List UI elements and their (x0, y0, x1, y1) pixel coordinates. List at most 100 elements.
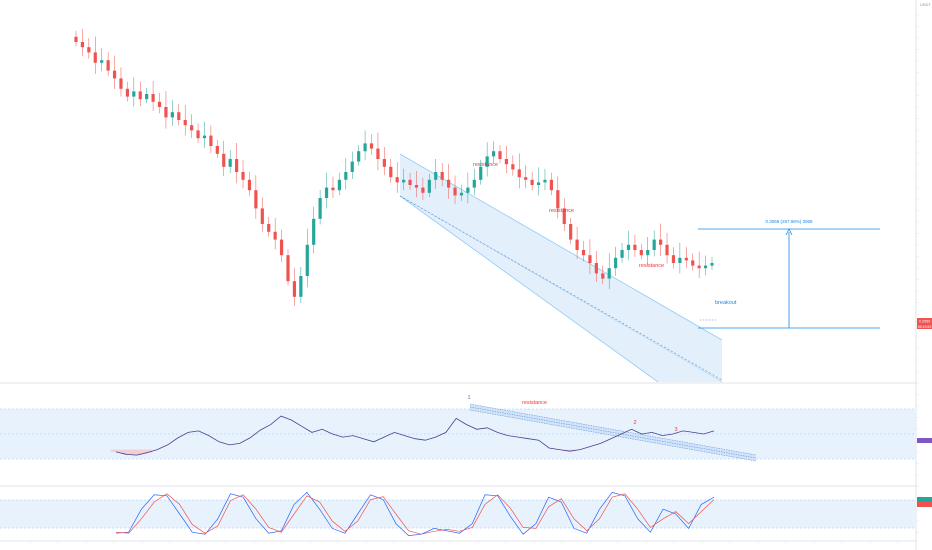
channel-lower-extension (400, 196, 722, 382)
candle-body (138, 91, 142, 100)
channel-mid-line (399, 195, 723, 381)
candle-body (119, 78, 123, 89)
candle-body (389, 166, 393, 178)
candle-body (331, 187, 335, 191)
candle-body (183, 120, 187, 126)
rsi-value-tag (917, 438, 932, 443)
channel-fill (400, 154, 722, 382)
candle-body (549, 179, 553, 191)
resistance-label-3: resistance (639, 263, 664, 269)
candle-body (447, 179, 451, 188)
candle-body (125, 88, 129, 97)
stoch-d-tag (917, 502, 932, 507)
candle-body (286, 255, 290, 282)
candle-body (601, 273, 605, 279)
candle-body (292, 281, 297, 297)
candle-body (324, 187, 329, 198)
rsi-oversold-segment (131, 449, 142, 456)
candle-body (267, 224, 271, 232)
measure-arrow-head (785, 228, 793, 236)
candle-body (190, 125, 194, 131)
candle-body (569, 224, 573, 240)
candle-body (620, 250, 624, 258)
rsi-oversold-segment (564, 449, 575, 452)
rsi-line (115, 415, 715, 456)
rsi-resistance-mid (469, 406, 757, 459)
candlestick-series (74, 29, 714, 306)
candle-body (337, 179, 341, 191)
rsi-touch-3: 3 (674, 427, 677, 433)
countdown-tag (917, 324, 932, 329)
stoch-k-tag (917, 497, 932, 502)
candle-body (151, 94, 155, 102)
candle-body (626, 244, 631, 250)
rsi-oversold-fill (110, 449, 575, 456)
candle-body (145, 94, 149, 100)
candle-body (112, 70, 117, 79)
candle-body (556, 190, 560, 209)
candle-body (485, 156, 489, 167)
candle-body (710, 263, 714, 266)
candle-body (536, 182, 541, 185)
candle-body (466, 187, 470, 193)
last-price-tag (917, 318, 932, 324)
candle-body (170, 112, 174, 118)
candle-body (395, 177, 399, 183)
candle-body (421, 187, 425, 193)
candle-body (369, 143, 374, 149)
candle-body (575, 239, 579, 250)
stoch-d-line (115, 493, 715, 535)
candle-body (132, 91, 136, 97)
candle-body (678, 257, 682, 263)
candle-body (363, 143, 367, 152)
candle-body (517, 169, 521, 178)
resistance-label-2: resistance (549, 208, 574, 214)
channel-bottom-line (399, 195, 659, 383)
candle-body (273, 231, 277, 240)
price-axis-ticks (916, 14, 919, 533)
measure-label: 0.3068 (287.98%) 3068 (765, 219, 813, 224)
candle-body (100, 60, 104, 63)
candle-body (402, 179, 406, 183)
resistance-label-1: resistance (473, 162, 498, 168)
candle-body (543, 179, 547, 183)
rsi-resistance-label: resistance (522, 400, 547, 406)
last-price-value: 0.2950 (919, 320, 931, 324)
candle-body (279, 239, 284, 256)
candle-body (177, 112, 181, 120)
candle-body (222, 153, 226, 167)
candle-body (344, 172, 348, 180)
candle-body (453, 187, 457, 196)
candle-body (93, 52, 97, 63)
candle-body (312, 218, 316, 245)
candle-body (80, 42, 85, 48)
candle-body (504, 159, 509, 165)
candle-body (318, 198, 322, 219)
candle-body (479, 166, 483, 180)
candle-body (691, 260, 695, 266)
candle-body (498, 151, 502, 159)
candle-body (659, 239, 663, 245)
candle-body (254, 190, 258, 209)
candle-body (530, 179, 534, 185)
candle-body (74, 36, 78, 42)
candle-body (241, 172, 245, 180)
candle-body (581, 250, 586, 256)
candle-body (106, 60, 110, 71)
candle-body (164, 107, 168, 118)
rsi-oversold-segment (141, 449, 153, 453)
candle-body (382, 159, 386, 167)
candle-body (652, 239, 656, 250)
candle-body (639, 250, 643, 256)
candle-body (562, 208, 566, 224)
candle-body (607, 268, 611, 279)
candle-body (524, 177, 528, 180)
rsi-resistance-upper (469, 403, 757, 456)
channel-upper-line (399, 153, 723, 341)
rsi-oversold-segment (110, 449, 122, 452)
candle-body (511, 164, 515, 170)
candle-body (299, 276, 303, 297)
candle-body (196, 130, 200, 139)
candle-body (87, 47, 91, 53)
